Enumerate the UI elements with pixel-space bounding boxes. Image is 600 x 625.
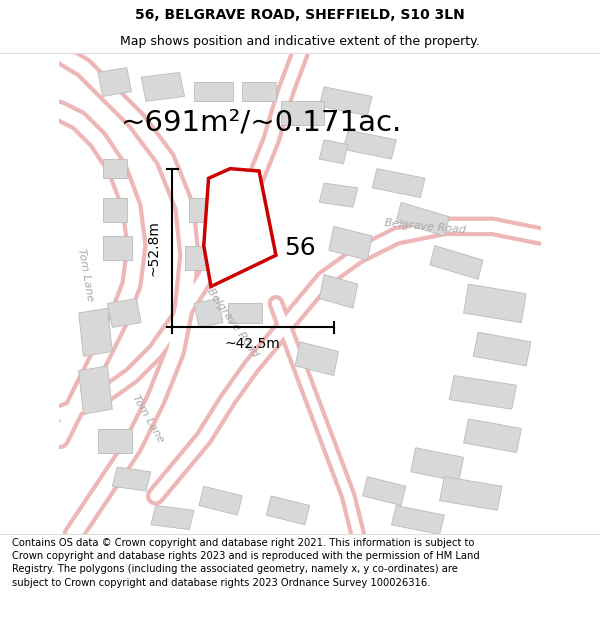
- Text: ~691m²/~0.171ac.: ~691m²/~0.171ac.: [121, 109, 402, 137]
- Polygon shape: [295, 342, 338, 376]
- Polygon shape: [372, 169, 425, 198]
- Text: Belgrave Road: Belgrave Road: [384, 218, 466, 235]
- Text: Map shows position and indicative extent of the property.: Map shows position and indicative extent…: [120, 34, 480, 48]
- Polygon shape: [103, 159, 127, 178]
- Polygon shape: [449, 376, 517, 409]
- Polygon shape: [410, 448, 464, 481]
- Polygon shape: [190, 198, 214, 221]
- Polygon shape: [266, 496, 310, 525]
- Polygon shape: [319, 140, 348, 164]
- Text: ~42.5m: ~42.5m: [224, 338, 280, 351]
- Polygon shape: [107, 299, 141, 328]
- Polygon shape: [228, 303, 262, 322]
- Polygon shape: [464, 419, 521, 452]
- Polygon shape: [194, 82, 233, 101]
- Polygon shape: [396, 202, 449, 236]
- Polygon shape: [464, 284, 526, 322]
- Polygon shape: [185, 246, 209, 270]
- Polygon shape: [242, 82, 276, 101]
- Polygon shape: [199, 486, 242, 515]
- Polygon shape: [79, 308, 112, 356]
- Text: Tom Lane: Tom Lane: [76, 248, 95, 302]
- Polygon shape: [430, 246, 483, 279]
- Polygon shape: [319, 87, 372, 116]
- Text: 56: 56: [284, 236, 316, 260]
- Polygon shape: [319, 183, 358, 207]
- Polygon shape: [362, 477, 406, 506]
- Polygon shape: [103, 198, 127, 221]
- Polygon shape: [98, 429, 131, 452]
- Polygon shape: [103, 236, 131, 260]
- Text: Tom Lane: Tom Lane: [131, 393, 166, 444]
- Text: 56, BELGRAVE ROAD, SHEFFIELD, S10 3LN: 56, BELGRAVE ROAD, SHEFFIELD, S10 3LN: [135, 8, 465, 22]
- Polygon shape: [440, 477, 502, 510]
- Polygon shape: [98, 68, 131, 96]
- Polygon shape: [204, 169, 276, 286]
- Polygon shape: [329, 226, 372, 260]
- Polygon shape: [151, 506, 194, 529]
- Polygon shape: [343, 130, 396, 159]
- Polygon shape: [79, 366, 112, 414]
- Polygon shape: [473, 332, 531, 366]
- Polygon shape: [281, 101, 324, 125]
- Polygon shape: [194, 299, 223, 328]
- Polygon shape: [141, 72, 185, 101]
- Polygon shape: [112, 467, 151, 491]
- Text: Contains OS data © Crown copyright and database right 2021. This information is : Contains OS data © Crown copyright and d…: [12, 538, 480, 588]
- Text: ~52.8m: ~52.8m: [146, 220, 160, 276]
- Polygon shape: [391, 506, 445, 534]
- Polygon shape: [319, 274, 358, 308]
- Text: Belgrave Road: Belgrave Road: [205, 286, 260, 359]
